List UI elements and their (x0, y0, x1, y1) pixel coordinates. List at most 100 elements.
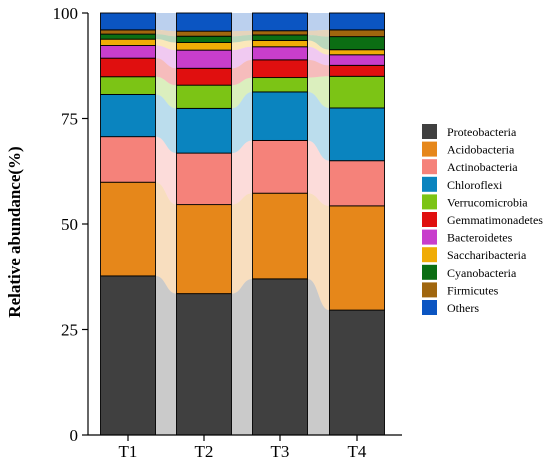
bar-segment-firmicutes-t1 (100, 29, 156, 35)
flow-band-firmicutes-1 (155, 29, 177, 37)
legend-swatch (422, 212, 437, 227)
legend-label: Proteobacteria (447, 125, 517, 139)
bar-segment-actinobacteria-t1 (100, 136, 156, 183)
bar-segment-actinobacteria-t4 (329, 160, 385, 207)
flow-band-proteobacteria-1 (155, 275, 177, 435)
legend-label: Saccharibacteria (447, 248, 527, 262)
flow-band-cyanobacteria-2 (231, 34, 253, 43)
bar-segment-actinobacteria-t3 (252, 139, 308, 194)
flow-band-acidobacteria-2 (231, 193, 253, 294)
bar-segment-gemmatimonadetes-t2 (176, 67, 232, 86)
flow-bands (155, 13, 330, 435)
legend-label: Acidobacteria (447, 143, 515, 157)
y-tick-label: 0 (70, 426, 79, 445)
flow-band-others-1 (155, 13, 177, 32)
legend-swatch (422, 124, 437, 139)
y-tick-label: 100 (53, 4, 79, 23)
bar-segment-proteobacteria-t2 (176, 293, 232, 436)
x-ticks: T1 T2 T3 T4 (119, 435, 367, 461)
bar-segment-acidobacteria-t2 (176, 204, 232, 295)
y-tick-label: 75 (61, 110, 78, 129)
flow-band-verrucomicrobia-1 (155, 76, 177, 109)
x-tick-label: T4 (348, 442, 367, 461)
bar-segment-firmicutes-t4 (329, 29, 385, 38)
bar-segment-acidobacteria-t3 (252, 192, 308, 280)
legend-swatch (422, 300, 437, 315)
flow-band-saccharibacteria-2 (231, 40, 253, 51)
legend-item: Saccharibacteria (422, 247, 527, 263)
legend-item: Proteobacteria (422, 124, 517, 139)
bar-segment-others-t3 (252, 12, 308, 32)
bar-segment-others-t1 (100, 12, 156, 31)
legend-item: Gemmatimonadetes (422, 212, 543, 227)
flow-band-proteobacteria-3 (307, 278, 330, 435)
legend-label: Gemmatimonadetes (447, 213, 543, 227)
bar-segment-verrucomicrobia-t1 (100, 76, 156, 95)
flow-band-gemmatimonadetes-1 (155, 58, 177, 86)
flow-band-cyanobacteria-3 (307, 34, 330, 50)
flow-band-acidobacteria-1 (155, 182, 177, 294)
flow-band-others-3 (307, 13, 330, 31)
flow-band-bacteroidetes-2 (231, 46, 253, 69)
legend-swatch (422, 176, 437, 192)
flow-band-bacteroidetes-1 (155, 45, 177, 69)
bar-segment-actinobacteria-t2 (176, 152, 232, 206)
x-tick-label: T1 (119, 442, 138, 461)
flow-band-cyanobacteria-1 (155, 34, 177, 43)
legend-item: Acidobacteria (422, 141, 515, 157)
legend-item: Firmicutes (422, 282, 499, 298)
flow-band-firmicutes-2 (231, 30, 253, 37)
legend-item: Chloroflexi (422, 176, 503, 192)
legend-label: Bacteroidetes (447, 231, 513, 245)
bar-segment-bacteroidetes-t3 (252, 46, 308, 61)
bar-segment-gemmatimonadetes-t1 (100, 57, 156, 78)
legend-swatch (422, 247, 437, 263)
bar-segment-chloroflexi-t4 (329, 107, 385, 162)
bar-segments (100, 12, 385, 436)
bar-segment-firmicutes-t3 (252, 30, 308, 36)
legend-item: Actinobacteria (422, 159, 518, 175)
bar-segment-saccharibacteria-t3 (252, 39, 308, 48)
bar-segment-verrucomicrobia-t3 (252, 77, 308, 93)
bar-segment-acidobacteria-t1 (100, 181, 156, 277)
bar-segment-chloroflexi-t1 (100, 93, 156, 138)
y-tick-label: 25 (61, 321, 78, 340)
legend-label: Others (447, 301, 479, 315)
y-ticks: 0 25 50 75 100 (53, 4, 88, 445)
bar-segment-cyanobacteria-t4 (329, 36, 385, 51)
flow-band-chloroflexi-2 (231, 91, 253, 154)
y-tick-label: 50 (61, 215, 78, 234)
flow-band-actinobacteria-2 (231, 140, 253, 205)
bar-segment-bacteroidetes-t1 (100, 45, 156, 59)
legend-label: Actinobacteria (447, 160, 518, 174)
legend-swatch (422, 229, 437, 245)
x-tick-label: T2 (195, 442, 214, 461)
bar-segment-saccharibacteria-t1 (100, 38, 156, 46)
bar-segment-verrucomicrobia-t4 (329, 75, 385, 109)
legend-item: Others (422, 300, 479, 315)
legend-item: Verrucomicrobia (422, 194, 528, 210)
bar-segment-bacteroidetes-t4 (329, 54, 385, 66)
bar-segment-proteobacteria-t4 (329, 309, 385, 436)
legend-item: Bacteroidetes (422, 229, 513, 245)
flow-band-actinobacteria-1 (155, 136, 177, 205)
flow-band-chloroflexi-1 (155, 94, 177, 154)
bar-segment-verrucomicrobia-t2 (176, 84, 232, 109)
flow-band-proteobacteria-2 (231, 278, 253, 435)
flow-band-firmicutes-3 (307, 29, 330, 37)
flow-band-acidobacteria-3 (307, 193, 330, 311)
legend-label: Cyanobacteria (447, 266, 517, 280)
flow-band-bacteroidetes-3 (307, 46, 330, 66)
legend-swatch (422, 194, 437, 210)
bar-segment-gemmatimonadetes-t3 (252, 59, 308, 79)
legend-swatch (422, 159, 437, 175)
bar-segment-cyanobacteria-t3 (252, 34, 308, 41)
y-axis-label: Relative abundance(%) (5, 146, 24, 317)
flow-band-actinobacteria-3 (307, 140, 330, 206)
flow-band-verrucomicrobia-3 (307, 76, 330, 108)
bar-segment-acidobacteria-t4 (329, 205, 385, 311)
legend-swatch (422, 264, 437, 280)
bar-segment-chloroflexi-t2 (176, 107, 232, 154)
flow-band-saccharibacteria-1 (155, 39, 177, 51)
